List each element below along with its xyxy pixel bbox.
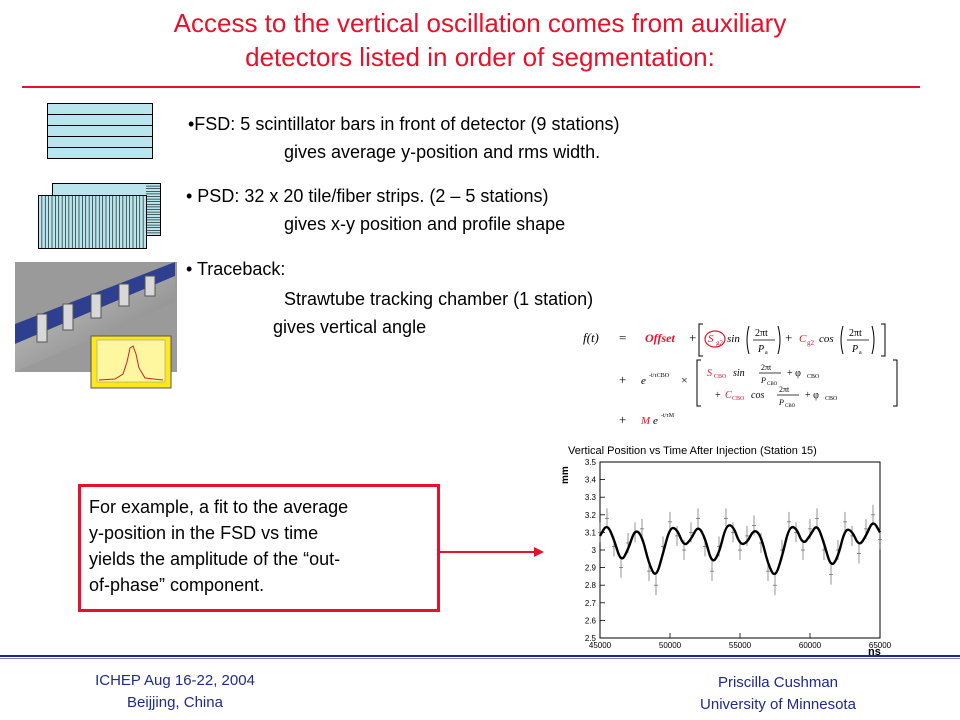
plot-x-tick-label: 45000 (589, 641, 612, 650)
formula-2pit-4: 2πt (779, 385, 790, 394)
formula-pa-sub-2: a (859, 350, 862, 356)
formula-tau-cbo: -t/τCBO (649, 373, 670, 379)
plot-y-tick-label: 3.3 (585, 493, 597, 502)
formula-2pit-3: 2πt (761, 363, 772, 372)
plot-y-tick-label: 3.5 (585, 458, 597, 467)
psd-tile-fiber-strips-icon (38, 183, 161, 249)
plot-y-tick-label: 3 (592, 546, 597, 555)
formula-scbo-sub: CBO (714, 374, 727, 380)
formula-lhs: f(t) (583, 330, 599, 345)
formula-eq: = (619, 330, 626, 345)
bullet-psd-detail: gives x-y position and profile shape (284, 214, 566, 234)
formula-plus-2: + (785, 330, 792, 345)
formula-plus-4: + (715, 390, 721, 401)
formula-phi-2: + φ (805, 390, 819, 401)
formula-pa-sub-1: a (765, 350, 768, 356)
formula-cos-1: cos (819, 333, 834, 345)
fit-formula: f(t) = Offset + S g2 sin 2πt P a + C g2 … (583, 323, 898, 427)
formula-pcbo-sub-1: CBO (767, 382, 778, 387)
footer-conference-line-1: ICHEP Aug 16-22, 2004 (95, 672, 255, 689)
footer-author-affiliation: University of Minnesota (700, 696, 856, 713)
callout-line-1: For example, a fit to the average (89, 497, 349, 517)
example-callout: For example, a fit to the average y-posi… (78, 484, 440, 612)
plot-title: Vertical Position vs Time After Injectio… (568, 445, 817, 457)
formula-phi-sub-2: CBO (825, 396, 838, 402)
title-line-2: detectors listed in order of segmentatio… (245, 42, 715, 72)
formula-plus-5: + (619, 412, 626, 427)
bullet-traceback-detail-1: Strawtube tracking chamber (1 station) (284, 289, 594, 309)
footer-author: Priscilla Cushman University of Minnesot… (668, 672, 888, 716)
formula-sg2-sub: g2 (716, 339, 724, 347)
bullet-fsd-detail: gives average y-position and rms width. (284, 142, 601, 162)
plot-x-tick-label: 65000 (869, 641, 892, 650)
formula-e-1: e (641, 375, 646, 387)
formula-plus-3: + (619, 372, 626, 387)
plot-y-tick-label: 2.6 (585, 616, 597, 625)
formula-pcbo-1: P (760, 376, 766, 385)
formula-pcbo-2: P (778, 398, 784, 407)
formula-pa-1: P (757, 344, 764, 355)
plot-x-tick-label: 55000 (729, 641, 752, 650)
plot-y-tick-label: 2.7 (585, 599, 597, 608)
formula-tau-m: -t/τM (661, 413, 675, 419)
footer-conference: ICHEP Aug 16-22, 2004 Beijjing, China (60, 670, 290, 714)
formula-ccbo-sub: CBO (732, 396, 745, 402)
title-divider (22, 86, 920, 88)
traceback-chamber-icon (15, 262, 177, 389)
formula-scbo: S (707, 368, 712, 379)
title-line-1: Access to the vertical oscillation comes… (173, 8, 787, 38)
formula-e-2: e (653, 415, 658, 427)
footer-divider-thin (0, 658, 960, 659)
formula-pa-2: P (851, 344, 858, 355)
formula-sin-1: sin (727, 333, 740, 345)
plot-x-tick-label: 50000 (659, 641, 682, 650)
callout-line-4: of-phase” component. (89, 575, 265, 595)
formula-phi-1: + φ (787, 368, 801, 379)
formula-m: M (640, 415, 651, 427)
plot-fit-line (598, 522, 882, 576)
bullet-traceback: • Traceback: (186, 259, 286, 279)
footer-divider (0, 655, 960, 657)
formula-sg2: S (708, 333, 714, 345)
formula-times: × (681, 373, 688, 387)
formula-sin-2: sin (733, 368, 745, 379)
formula-cg2-sub: g2 (807, 339, 815, 347)
bullet-fsd: •FSD: 5 scintillator bars in front of de… (188, 114, 620, 134)
formula-plus-1: + (689, 330, 696, 345)
slide-title: Access to the vertical oscillation comes… (0, 6, 960, 74)
plot-y-tick-label: 3.2 (585, 511, 597, 520)
footer-author-name: Priscilla Cushman (717, 674, 839, 691)
formula-2pit-2: 2πt (849, 328, 862, 339)
plot-y-tick-label: 2.9 (585, 564, 597, 573)
plot-y-tick-label: 2.5 (585, 634, 597, 643)
bullet-psd: • PSD: 32 x 20 tile/fiber strips. (2 – 5… (186, 186, 549, 206)
plot-y-label: mm (560, 466, 571, 484)
formula-offset: Offset (645, 331, 675, 345)
fsd-scintillator-bars-icon (47, 103, 153, 159)
formula-cos-2: cos (751, 390, 764, 401)
vertical-position-plot: Vertical Position vs Time After Injectio… (560, 445, 892, 658)
formula-cg2: C (799, 333, 807, 345)
formula-ccbo: C (725, 390, 732, 401)
formula-phi-sub-1: CBO (807, 374, 820, 380)
plot-x-tick-label: 60000 (799, 641, 822, 650)
callout-arrow-icon (440, 547, 544, 557)
plot-y-tick-label: 3.1 (585, 528, 597, 537)
formula-2pit-1: 2πt (755, 328, 768, 339)
formula-pcbo-sub-2: CBO (785, 404, 796, 409)
callout-line-2: y-position in the FSD vs time (89, 523, 319, 543)
plot-y-tick-label: 2.8 (585, 581, 597, 590)
callout-line-3: yields the amplitude of the “out- (89, 549, 341, 569)
plot-y-tick-label: 3.4 (585, 476, 597, 485)
bullet-traceback-detail-2: gives vertical angle (273, 317, 427, 337)
footer-conference-line-2: Beijjing, China (127, 694, 223, 711)
